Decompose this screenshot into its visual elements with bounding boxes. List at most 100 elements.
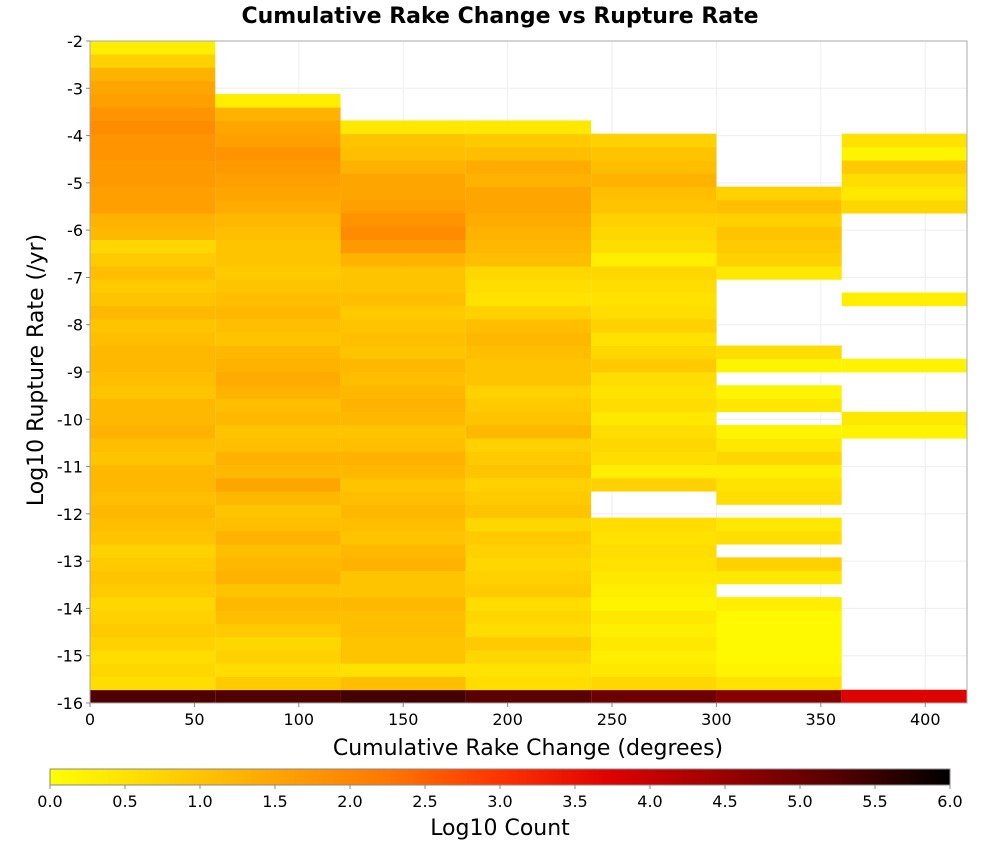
heatmap-cell <box>591 464 717 479</box>
heatmap-cell <box>716 517 842 532</box>
heatmap-cell <box>465 186 592 201</box>
y-tick-label: -15 <box>57 647 83 666</box>
heatmap-cell <box>340 504 466 519</box>
heatmap-cell <box>465 239 592 254</box>
heatmap-cell <box>90 477 216 492</box>
heatmap-cell <box>90 663 216 677</box>
heatmap-cell <box>340 491 466 505</box>
heatmap-cell <box>90 305 216 320</box>
heatmap-cell <box>716 464 842 479</box>
heatmap-cell <box>340 266 466 280</box>
heatmap-cell <box>90 292 216 307</box>
heatmap-cell <box>716 226 842 240</box>
heatmap-cell <box>465 411 592 426</box>
heatmap-cell <box>340 411 466 426</box>
heatmap-cell <box>591 636 717 651</box>
heatmap-cell <box>215 411 341 426</box>
heatmap-cell <box>90 411 216 426</box>
heatmap-cell <box>340 319 466 333</box>
heatmap-cell <box>340 292 466 307</box>
heatmap-cell <box>90 451 216 466</box>
heatmap-cell <box>716 570 842 585</box>
y-axis-ticks: -2 -3 -4 -5 -6 -7 -8 -9 -10 -11 -12 -13 -14 -15 -16 <box>57 32 90 713</box>
heatmap-cell <box>90 54 216 68</box>
heatmap-cell <box>340 372 466 386</box>
heatmap-cell <box>215 305 341 320</box>
heatmap-cell <box>215 491 341 505</box>
heatmap-cell <box>90 80 216 95</box>
heatmap-cell <box>716 557 842 571</box>
heatmap-cell <box>90 199 216 214</box>
heatmap-cell <box>340 133 466 148</box>
heatmap-cell <box>215 385 341 399</box>
heatmap-cell <box>716 438 842 452</box>
heatmap-cell <box>215 530 341 545</box>
heatmap-cell <box>465 689 592 704</box>
heatmap-cell <box>591 676 717 691</box>
heatmap-cell <box>215 213 341 227</box>
heatmap-cell <box>841 292 967 307</box>
y-tick-label: -11 <box>57 458 83 477</box>
heatmap-cell <box>591 226 717 240</box>
heatmap-cells <box>90 41 967 704</box>
heatmap-cell <box>215 358 341 373</box>
heatmap-cell <box>340 398 466 413</box>
heatmap-cell <box>465 319 592 333</box>
heatmap-cell <box>215 345 341 360</box>
heatmap-cell <box>340 120 466 135</box>
heatmap-cell <box>841 186 967 201</box>
heatmap-cell <box>90 120 216 135</box>
heatmap-cell <box>340 544 466 558</box>
heatmap-cell <box>215 372 341 386</box>
heatmap-cell <box>465 120 592 135</box>
heatmap-cell <box>90 583 216 598</box>
heatmap-cell <box>90 332 216 346</box>
heatmap-cell <box>215 120 341 135</box>
heatmap-cell <box>716 650 842 664</box>
heatmap-cell <box>465 544 592 558</box>
heatmap-cell <box>340 186 466 201</box>
heatmap-cell <box>841 424 967 439</box>
heatmap-cell <box>465 226 592 240</box>
heatmap-cell <box>90 610 216 624</box>
heatmap-cell <box>591 610 717 624</box>
heatmap-cell <box>340 173 466 188</box>
heatmap-cell <box>465 398 592 413</box>
colorbar-ticks: 0.0 0.5 1.0 1.5 2.0 2.5 3.0 3.5 4.0 4.5 5.0 5.5 6.0 <box>37 785 963 811</box>
heatmap-cell <box>841 173 967 188</box>
heatmap-cell <box>340 517 466 532</box>
heatmap-cell <box>340 252 466 267</box>
heatmap-cell <box>90 319 216 333</box>
heatmap-cell <box>215 477 341 492</box>
heatmap-cell <box>215 663 341 677</box>
heatmap-cell <box>465 570 592 585</box>
x-tick-label: 300 <box>701 710 732 729</box>
heatmap-cell <box>340 279 466 293</box>
heatmap-cell <box>591 451 717 466</box>
y-tick-label: -9 <box>67 363 83 382</box>
y-tick-label: -12 <box>57 505 83 524</box>
heatmap-cell <box>215 557 341 571</box>
heatmap-cell <box>716 358 842 373</box>
y-tick-label: -4 <box>67 127 83 146</box>
y-tick-label: -10 <box>57 410 83 429</box>
heatmap-cell <box>591 133 717 148</box>
heatmap-cell <box>90 517 216 532</box>
colorbar-tick-label: 2.0 <box>337 792 362 811</box>
heatmap-cell <box>340 213 466 227</box>
heatmap-cell <box>90 530 216 545</box>
heatmap-cell <box>465 266 592 280</box>
y-tick-label: -5 <box>67 174 83 193</box>
x-tick-label: 400 <box>910 710 941 729</box>
heatmap-cell <box>340 610 466 624</box>
heatmap-cell <box>340 583 466 598</box>
x-tick-label: 150 <box>388 710 419 729</box>
heatmap-cell <box>340 451 466 466</box>
heatmap-cell <box>215 160 341 174</box>
heatmap-cell <box>215 623 341 638</box>
y-tick-label: -2 <box>67 32 83 51</box>
heatmap-cell <box>841 133 967 148</box>
heatmap-cell <box>716 252 842 267</box>
heatmap-cell <box>591 689 717 704</box>
heatmap-cell <box>215 464 341 479</box>
